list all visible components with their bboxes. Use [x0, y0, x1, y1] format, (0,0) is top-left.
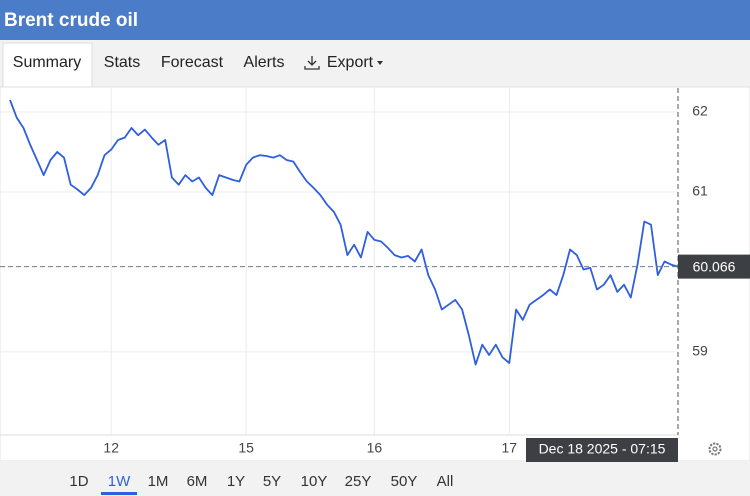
tab[interactable]: Alerts — [244, 54, 285, 71]
range-button[interactable]: 6M — [187, 473, 208, 490]
x-tick-label: 17 — [502, 440, 518, 456]
x-tick-label: 15 — [238, 440, 254, 456]
range-button[interactable]: 25Y — [345, 473, 372, 490]
range-button[interactable]: All — [437, 473, 454, 490]
range-button[interactable]: 5Y — [263, 473, 281, 490]
last-value-badge — [678, 254, 750, 279]
caret — [377, 61, 383, 65]
tab[interactable]: Stats — [104, 54, 140, 71]
price-line — [9, 99, 679, 366]
crosshair-label: Dec 18 2025 - 07:15 — [539, 441, 666, 457]
range-bar — [0, 461, 750, 496]
range-button[interactable]: 1M — [148, 473, 169, 490]
tab[interactable]: Forecast — [161, 54, 224, 71]
range-button[interactable]: 50Y — [391, 473, 418, 490]
crosshair-badge — [526, 438, 678, 462]
x-tick-label: 12 — [103, 440, 119, 456]
settings-icon — [708, 442, 722, 456]
x-tick-label: 16 — [367, 440, 383, 456]
export-icon — [304, 56, 320, 70]
y-tick-label: 61 — [692, 183, 708, 199]
last-value-label: 60.066 — [693, 258, 736, 274]
tab-bar — [0, 40, 750, 87]
title-bar — [0, 0, 750, 40]
range-button[interactable]: 1W — [108, 473, 131, 490]
y-tick-label: 62 — [692, 103, 708, 119]
title: Brent crude oil — [4, 10, 138, 31]
tab[interactable]: Summary — [13, 54, 81, 71]
range-button[interactable]: 1D — [69, 473, 88, 490]
chart-area — [0, 86, 750, 462]
range-underline — [101, 492, 137, 495]
y-tick-label: 59 — [692, 343, 708, 359]
tab[interactable]: Export — [327, 54, 374, 71]
range-button[interactable]: 1Y — [227, 473, 245, 490]
range-button[interactable]: 10Y — [301, 473, 328, 490]
